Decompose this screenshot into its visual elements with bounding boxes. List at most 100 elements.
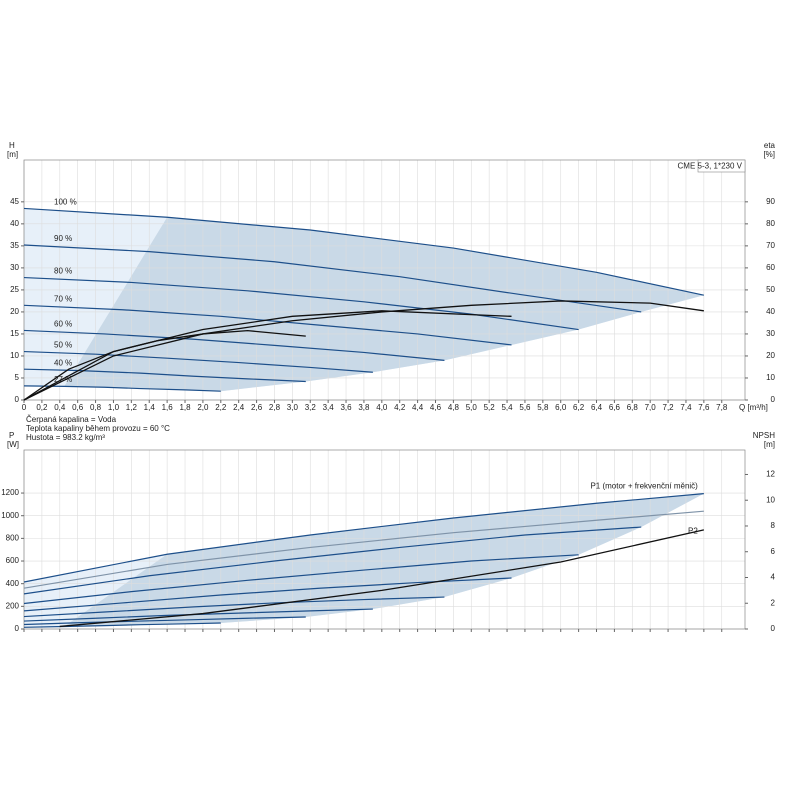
x-tick-label: 4,8 bbox=[448, 403, 460, 412]
x-tick-label: 6,2 bbox=[573, 403, 585, 412]
x-tick-label: 1,6 bbox=[162, 403, 174, 412]
x-tick-label: 7,4 bbox=[680, 403, 692, 412]
y-axis-unit: [m] bbox=[7, 150, 18, 159]
curve bbox=[23, 276, 579, 331]
x-tick-label: 7,6 bbox=[698, 403, 710, 412]
x-tick-label: 5,8 bbox=[537, 403, 549, 412]
curve bbox=[23, 385, 221, 392]
x-tick-label: 5,0 bbox=[466, 403, 478, 412]
y2-axis-unit: [m] bbox=[764, 440, 775, 449]
x-tick-label: 6,6 bbox=[609, 403, 621, 412]
y-tick-label: 40 bbox=[10, 219, 19, 228]
curve-label: 40 % bbox=[54, 358, 72, 367]
y2-tick-label: 2 bbox=[771, 598, 776, 607]
y-tick-label: 0 bbox=[15, 624, 20, 633]
x-tick-label: 0,8 bbox=[90, 403, 102, 412]
y-tick-label: 30 bbox=[10, 263, 19, 272]
fluid-note: Čerpaná kapalina = Voda bbox=[26, 415, 117, 424]
y2-tick-label: 6 bbox=[771, 547, 776, 556]
model-label: CME 5-3, 1*230 V bbox=[678, 162, 743, 171]
curve bbox=[23, 596, 445, 618]
x-tick-label: 3,0 bbox=[287, 403, 299, 412]
curve bbox=[23, 368, 306, 383]
curve-label: P2 bbox=[688, 526, 698, 535]
y2-tick-label: 0 bbox=[771, 395, 776, 404]
y2-tick-label: 90 bbox=[766, 197, 775, 206]
x-tick-label: 4,0 bbox=[376, 403, 388, 412]
curve bbox=[23, 616, 306, 626]
y-tick-label: 35 bbox=[10, 241, 19, 250]
curve bbox=[23, 554, 579, 605]
curve bbox=[23, 510, 704, 589]
curve bbox=[23, 526, 642, 595]
x-tick-label: 7,0 bbox=[645, 403, 657, 412]
y-tick-label: 800 bbox=[6, 533, 20, 542]
x-tick-label: 2,8 bbox=[269, 403, 281, 412]
operating-area bbox=[64, 493, 704, 627]
curve bbox=[23, 622, 221, 628]
curve bbox=[23, 304, 512, 346]
x-tick-label: 2,2 bbox=[215, 403, 227, 412]
y2-tick-label: 0 bbox=[771, 624, 776, 633]
x-tick-label: 4,2 bbox=[394, 403, 406, 412]
y2-tick-label: 12 bbox=[766, 470, 775, 479]
curve bbox=[23, 329, 445, 361]
x-tick-label: 1,8 bbox=[179, 403, 191, 412]
y-axis-unit: [W] bbox=[7, 440, 19, 449]
y-tick-label: 45 bbox=[10, 197, 19, 206]
x-tick-label: 0,2 bbox=[36, 403, 48, 412]
x-axis-label: Q [m³/h] bbox=[739, 403, 768, 412]
x-tick-label: 6,0 bbox=[555, 403, 567, 412]
curve-label: P1 (motor + frekvenční měnič) bbox=[590, 482, 698, 491]
curve-label: 70 % bbox=[54, 294, 72, 303]
y2-axis-unit: [%] bbox=[763, 150, 775, 159]
y2-tick-label: 30 bbox=[766, 329, 775, 338]
curve bbox=[23, 350, 373, 373]
x-tick-label: 0,6 bbox=[72, 403, 84, 412]
y-tick-label: 20 bbox=[10, 307, 19, 316]
curve bbox=[23, 493, 704, 583]
x-tick-label: 3,2 bbox=[305, 403, 317, 412]
y2-axis-label: NPSH bbox=[753, 431, 775, 440]
y2-tick-label: 4 bbox=[771, 573, 776, 582]
curve bbox=[59, 529, 704, 628]
y-tick-label: 25 bbox=[10, 285, 19, 294]
fluid-note: Teplota kapaliny během provozu = 60 °C bbox=[26, 424, 170, 433]
y-tick-label: 10 bbox=[10, 351, 19, 360]
curve-label: 60 % bbox=[54, 320, 72, 329]
x-tick-label: 5,2 bbox=[484, 403, 496, 412]
x-tick-label: 2,0 bbox=[197, 403, 209, 412]
curve-label: 100 % bbox=[54, 198, 77, 207]
y2-tick-label: 50 bbox=[766, 285, 775, 294]
y-tick-label: 600 bbox=[6, 556, 20, 565]
x-tick-label: 3,4 bbox=[323, 403, 335, 412]
y2-tick-label: 10 bbox=[766, 495, 775, 504]
x-tick-label: 1,2 bbox=[126, 403, 138, 412]
y2-tick-label: 70 bbox=[766, 241, 775, 250]
x-tick-label: 7,8 bbox=[716, 403, 728, 412]
x-tick-label: 0 bbox=[22, 403, 27, 412]
x-tick-label: 2,6 bbox=[251, 403, 263, 412]
x-tick-label: 7,2 bbox=[663, 403, 675, 412]
y-tick-label: 1000 bbox=[1, 511, 19, 520]
curve bbox=[23, 608, 373, 622]
y2-axis-label: eta bbox=[764, 141, 776, 150]
curve-label: 50 % bbox=[54, 341, 72, 350]
y-tick-label: 15 bbox=[10, 329, 19, 338]
x-tick-label: 3,6 bbox=[340, 403, 352, 412]
x-tick-label: 6,4 bbox=[591, 403, 603, 412]
y-tick-label: 0 bbox=[15, 395, 20, 404]
y2-tick-label: 8 bbox=[771, 521, 776, 530]
y-axis-label: P bbox=[9, 431, 14, 440]
y2-tick-label: 80 bbox=[766, 219, 775, 228]
curve-label: 90 % bbox=[54, 234, 72, 243]
x-tick-label: 6,8 bbox=[627, 403, 639, 412]
curve-label: 80 % bbox=[54, 267, 72, 276]
x-tick-label: 1,4 bbox=[144, 403, 156, 412]
plot-frame bbox=[23, 449, 746, 630]
x-tick-label: 4,4 bbox=[412, 403, 424, 412]
x-tick-label: 0,4 bbox=[54, 403, 66, 412]
x-tick-label: 5,6 bbox=[519, 403, 531, 412]
y-axis-label: H bbox=[9, 141, 15, 150]
y-tick-label: 200 bbox=[6, 601, 20, 610]
